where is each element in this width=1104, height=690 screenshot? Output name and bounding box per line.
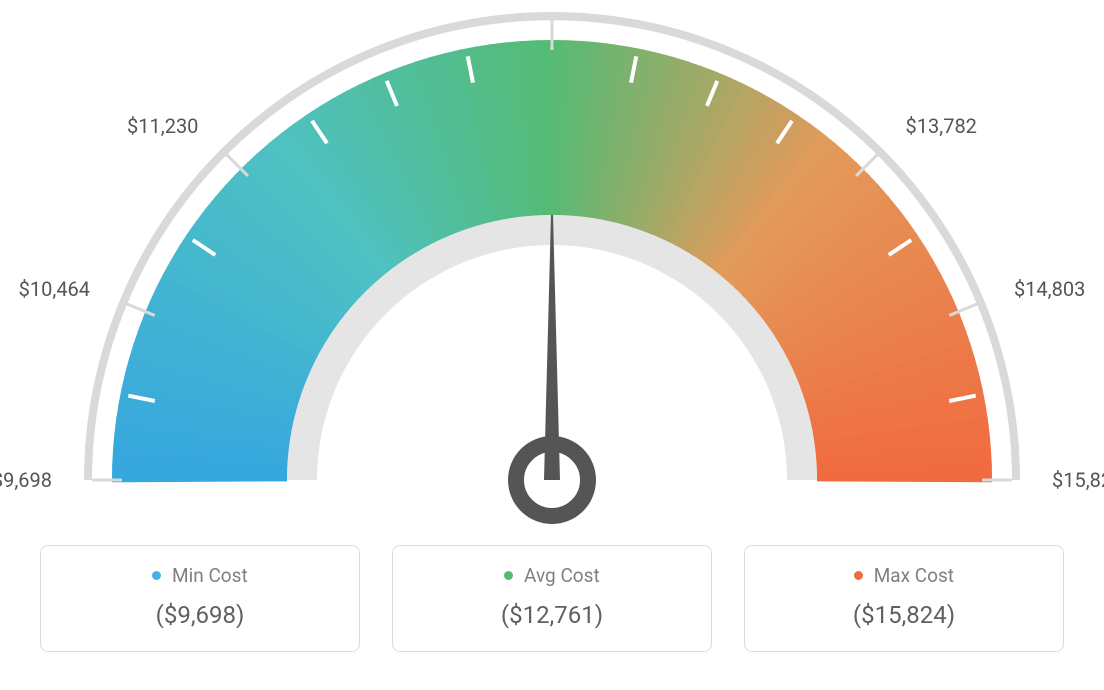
avg-cost-card: Avg Cost ($12,761) bbox=[392, 545, 712, 652]
max-cost-title: Max Cost bbox=[755, 564, 1053, 587]
avg-cost-title: Avg Cost bbox=[403, 564, 701, 587]
min-cost-label: Min Cost bbox=[172, 564, 248, 587]
gauge-tick-label: $10,464 bbox=[19, 277, 90, 301]
gauge-tick-label: $13,782 bbox=[906, 114, 977, 138]
gauge-tick-label: $11,230 bbox=[127, 114, 198, 138]
summary-cards: Min Cost ($9,698) Avg Cost ($12,761) Max… bbox=[40, 545, 1064, 652]
max-cost-dot bbox=[854, 571, 863, 580]
min-cost-title: Min Cost bbox=[51, 564, 349, 587]
gauge-svg bbox=[0, 0, 1104, 530]
avg-cost-value: ($12,761) bbox=[403, 601, 701, 629]
min-cost-dot bbox=[152, 571, 161, 580]
avg-cost-dot bbox=[504, 571, 513, 580]
max-cost-card: Max Cost ($15,824) bbox=[744, 545, 1064, 652]
gauge-tick-label: $15,824 bbox=[1052, 468, 1104, 492]
avg-cost-label: Avg Cost bbox=[524, 564, 600, 587]
max-cost-value: ($15,824) bbox=[755, 601, 1053, 629]
gauge-tick-label: $9,698 bbox=[0, 468, 52, 492]
min-cost-value: ($9,698) bbox=[51, 601, 349, 629]
cost-gauge-chart: $9,698$10,464$11,230$12,761$13,782$14,80… bbox=[0, 0, 1104, 530]
gauge-tick-label: $14,803 bbox=[1014, 277, 1085, 301]
min-cost-card: Min Cost ($9,698) bbox=[40, 545, 360, 652]
max-cost-label: Max Cost bbox=[874, 564, 954, 587]
